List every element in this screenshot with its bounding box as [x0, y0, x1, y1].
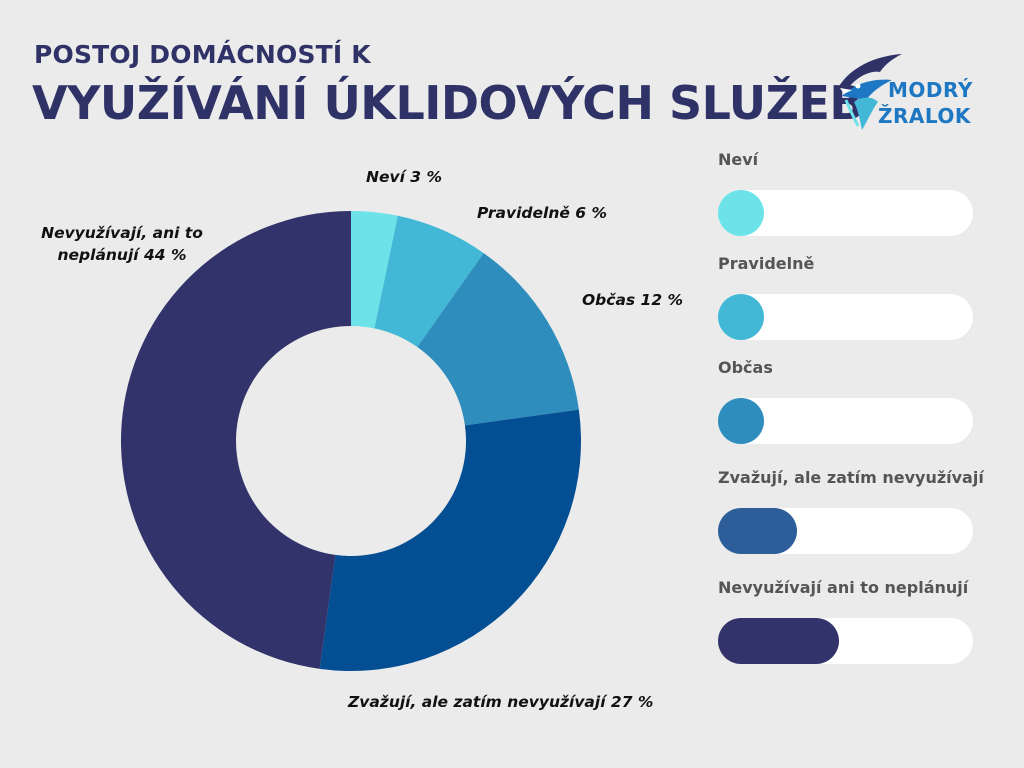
slice-label-5: Nevyužívají, ani to neplánují 44 % [41, 224, 203, 264]
donut-chart: Neví 3 % Pravidelně 6 % Občas 12 % Zvažují,… [41, 168, 683, 711]
slice-label-3: Občas 12 % [582, 291, 683, 309]
donut-slice-3 [417, 253, 579, 426]
legend-bar-track [718, 190, 973, 236]
legend-item: Zvažují, ale zatím nevyužívají [718, 468, 984, 554]
slice-label-1: Neví 3 % [366, 168, 442, 186]
slice-label-4: Zvažují, ale zatím nevyužívají 27 % [347, 693, 653, 711]
donut-slice-4 [319, 409, 581, 672]
slice-label-line: Neví 3 % [366, 168, 442, 186]
legend-label: Nevyužívají ani to neplánují [718, 578, 969, 597]
legend-bar-track [718, 508, 973, 554]
brand-logo: MODRÝ ŽRALOK [832, 40, 982, 136]
legend-bar-track [718, 398, 973, 444]
donut-slice-2 [374, 215, 484, 348]
donut-slice-5 [121, 211, 352, 669]
legend-item: Neví [718, 150, 974, 236]
shark-icon [836, 54, 902, 130]
legend-item: Pravidelně [718, 254, 974, 340]
legend-bar-fill [718, 294, 764, 340]
legend-bar-fill [718, 618, 839, 664]
slice-label-line: Nevyužívají, ani to [41, 224, 203, 242]
legend-bar-track [718, 294, 973, 340]
legend-bar-fill [718, 398, 764, 444]
legend-bar-track [718, 618, 973, 664]
slice-label-line: neplánují 44 % [57, 246, 186, 264]
logo-text-line1: MODRÝ [888, 78, 973, 102]
chart-subtitle: POSTOJ DOMÁCNOSTÍ K [34, 40, 371, 69]
chart-title: VYUŽÍVÁNÍ ÚKLIDOVÝCH SLUŽEB [32, 76, 864, 130]
slice-label-line: Pravidelně 6 % [477, 204, 607, 222]
legend-item: Nevyužívají ani to neplánují [718, 578, 974, 664]
legend-label: Pravidelně [718, 254, 815, 273]
legend-label: Neví [718, 150, 759, 169]
legend-label: Občas [718, 358, 773, 377]
legend-label: Zvažují, ale zatím nevyužívají [718, 468, 984, 487]
logo-text-line2: ŽRALOK [878, 104, 971, 128]
legend-bar-fill [718, 508, 797, 554]
legend-item: Občas [718, 358, 974, 444]
legend-bar-fill [718, 190, 764, 236]
donut-slice-1 [351, 211, 398, 329]
slice-label-2: Pravidelně 6 % [477, 204, 607, 222]
slice-label-line: Občas 12 % [582, 291, 683, 309]
slice-label-line: Zvažují, ale zatím nevyužívají 27 % [347, 693, 653, 711]
